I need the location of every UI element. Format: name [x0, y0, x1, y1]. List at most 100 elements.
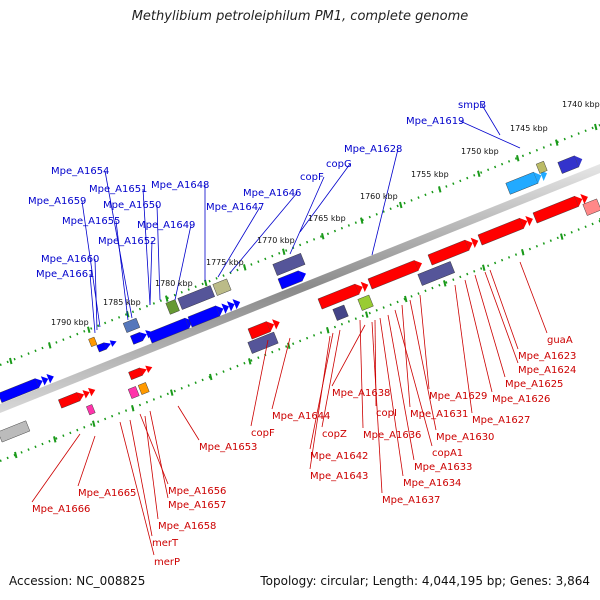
reverse-gene-label: Mpe_A1627: [472, 415, 530, 426]
reverse-leader-line: [371, 321, 383, 494]
kbp-tick-label: 1755 kbp: [411, 170, 449, 179]
kbp-tick-label: 1775 kbp: [206, 258, 244, 267]
forward-gene-label: Mpe_A1659: [28, 196, 86, 207]
forward-leader-line: [156, 204, 161, 301]
reverse-gene-body: [367, 260, 419, 290]
reverse-gene: [477, 215, 533, 246]
reverse-gene-label: merT: [152, 538, 179, 549]
feature-block-body: [165, 299, 180, 315]
major-tick: [521, 248, 525, 256]
forward-gene-body: [277, 270, 303, 290]
reverse-gene-body: [317, 283, 360, 310]
major-tick: [326, 326, 330, 334]
reverse-gene: [367, 260, 422, 290]
feature-block-body: [357, 294, 374, 311]
forward-gene-label: copG: [326, 159, 352, 170]
accession-text: Accession: NC_008825: [9, 574, 146, 588]
reverse-gene-label: Mpe_A1653: [199, 442, 257, 453]
reverse-gene-label: Mpe_A1624: [518, 365, 576, 376]
feature-block: [332, 304, 349, 321]
reverse-leader-line: [149, 410, 169, 499]
major-tick: [87, 326, 91, 334]
genome-summary: Topology: circular; Length: 4,044,195 bp…: [260, 574, 590, 588]
forward-leader-line: [371, 148, 399, 256]
reverse-gene-label: guaA: [547, 335, 573, 346]
reverse-gene-label: Mpe_A1629: [429, 391, 487, 402]
reverse-gene-arrow: [414, 260, 422, 271]
kbp-tick-label: 1770 kbp: [257, 236, 295, 245]
reverse-gene-arrow: [272, 319, 280, 330]
feature-block-body: [88, 336, 98, 347]
major-tick: [482, 264, 486, 272]
feature-block-body: [535, 160, 548, 174]
reverse-gene: [317, 281, 369, 310]
forward-gene-label: Mpe_A1648: [151, 180, 209, 191]
kbp-tick-label: 1745 kbp: [510, 124, 548, 133]
forward-leader-line: [89, 273, 96, 334]
feature-block-body: [247, 331, 279, 354]
feature-block: [88, 336, 98, 347]
feature-block-body: [272, 253, 306, 276]
forward-gene-body: [96, 342, 107, 353]
reverse-gene-body: [58, 392, 81, 409]
lower-tick-row: [0, 219, 600, 463]
feature-block-body: [582, 198, 600, 216]
feature-block-body: [417, 261, 455, 286]
kbp-tick-label: 1740 kbp: [562, 100, 600, 109]
feature-block-body: [86, 404, 96, 416]
major-tick: [9, 357, 13, 365]
reverse-leader-line: [177, 405, 200, 441]
forward-gene-label: Mpe_A1652: [98, 236, 156, 247]
reverse-gene-label: copI: [376, 408, 397, 419]
forward-leader-line: [481, 104, 501, 136]
forward-gene-arrow: [226, 301, 235, 312]
reverse-leader-line: [31, 433, 81, 503]
reverse-leader-line: [359, 319, 364, 429]
reverse-gene-label: Mpe_A1666: [32, 504, 90, 515]
reverse-gene-label: Mpe_A1658: [158, 521, 216, 532]
reverse-gene-label: Mpe_A1644: [272, 411, 330, 422]
reverse-gene-label: copA1: [432, 448, 463, 459]
reverse-gene-arrow: [519, 218, 528, 229]
major-tick: [321, 232, 325, 240]
major-tick: [53, 436, 57, 443]
forward-gene-label: Mpe_A1650: [103, 200, 161, 211]
reverse-leader-line: [387, 314, 415, 461]
forward-gene-arrow: [574, 155, 583, 167]
feature-block: [272, 253, 306, 276]
forward-gene: [0, 374, 54, 403]
feature-block-body: [212, 278, 232, 296]
major-tick: [248, 358, 252, 365]
kbp-tick-label: 1785 kbp: [103, 298, 141, 307]
forward-leader-line: [115, 220, 129, 321]
major-tick: [282, 248, 286, 256]
reverse-leader-line: [401, 304, 411, 408]
forward-gene-label: Mpe_A1619: [406, 116, 464, 127]
forward-gene-label: Mpe_A1655: [62, 216, 120, 227]
reverse-gene-label: Mpe_A1657: [168, 500, 226, 511]
reverse-leader-line: [474, 274, 506, 378]
major-tick: [477, 170, 481, 178]
reverse-gene-body: [477, 217, 525, 246]
reverse-leader-line: [321, 329, 341, 428]
reverse-leader-line: [379, 317, 404, 477]
major-tick: [594, 123, 598, 131]
reverse-gene-label: Mpe_A1642: [310, 451, 368, 462]
reverse-leader-line: [119, 421, 155, 556]
forward-gene-arrow: [221, 303, 229, 314]
feature-block: [127, 386, 140, 399]
reverse-gene: [532, 193, 588, 224]
feature-block: [137, 382, 150, 395]
genome-backbone: [0, 164, 600, 413]
forward-gene: [187, 299, 241, 328]
reverse-gene-label: Mpe_A1633: [414, 462, 472, 473]
reverse-gene: [58, 387, 96, 409]
forward-leader-line: [81, 200, 101, 328]
forward-gene: [277, 270, 306, 290]
major-tick: [131, 404, 135, 412]
reverse-gene-arrow: [139, 367, 147, 376]
major-tick: [399, 201, 403, 209]
feature-block-body: [332, 304, 349, 321]
feature-block-body: [122, 317, 141, 333]
